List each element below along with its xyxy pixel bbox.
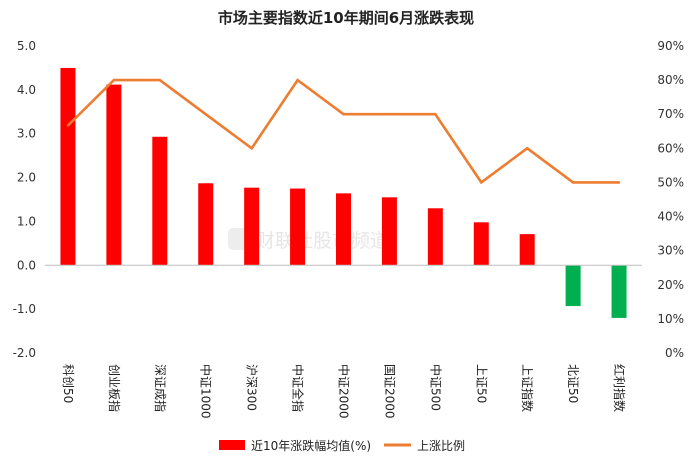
- right-tick-label: 0%: [665, 346, 684, 360]
- right-tick-label: 10%: [657, 312, 684, 326]
- line-series-path: [67, 78, 619, 185]
- category-label: 中证1000: [199, 364, 214, 419]
- left-axis: 5.0 4.0 3.0 2.0 1.0 0.0 -1.0 -2.0: [13, 39, 36, 360]
- left-tick-label: -2.0: [13, 346, 36, 360]
- bar: [427, 208, 443, 266]
- bar: [473, 222, 489, 266]
- category-label: 上证50: [474, 364, 488, 403]
- left-tick-label: -1.0: [13, 302, 36, 316]
- left-tick-label: 1.0: [17, 214, 36, 228]
- right-tick-label: 60%: [657, 141, 684, 155]
- legend-label-bar: 近10年涨跌幅均值(%): [251, 438, 371, 453]
- right-axis: 90% 80% 70% 60% 50% 40% 30% 20% 10% 0%: [657, 39, 684, 360]
- line-point: [571, 181, 575, 184]
- right-tick-label: 50%: [657, 175, 684, 189]
- left-tick-label: 4.0: [17, 83, 36, 97]
- line-point: [158, 78, 162, 82]
- bar: [336, 193, 351, 266]
- line-point: [388, 113, 391, 116]
- bar: [381, 197, 397, 266]
- right-tick-label: 70%: [657, 107, 684, 121]
- category-label: 北证50: [566, 364, 580, 403]
- left-tick-label: 5.0: [17, 39, 36, 53]
- right-tick-label: 90%: [657, 39, 684, 53]
- category-label: 深证成指: [153, 364, 168, 412]
- legend: 近10年涨跌幅均值(%) 上涨比例: [219, 438, 465, 453]
- bar-series: [60, 67, 627, 318]
- category-label: 中证全指: [291, 364, 306, 412]
- line-point: [66, 124, 70, 127]
- line-point: [250, 147, 253, 150]
- bar: [519, 234, 535, 266]
- line-series: [66, 78, 621, 185]
- category-label: 创业板指: [107, 364, 122, 412]
- category-axis: 科创50 创业板指 深证成指 中证1000 沪深300 中证全指 中证2000 国证2000 中…: [61, 364, 627, 419]
- bar: [611, 265, 627, 318]
- bar: [290, 188, 306, 266]
- category-label: 中证2000: [337, 364, 352, 419]
- bar: [106, 84, 122, 266]
- line-point: [434, 113, 437, 116]
- right-tick-label: 80%: [657, 73, 684, 87]
- left-tick-label: 3.0: [17, 127, 36, 141]
- right-tick-label: 20%: [657, 278, 684, 292]
- line-point: [296, 78, 299, 82]
- line-point: [204, 113, 207, 116]
- bar: [244, 187, 260, 266]
- line-point: [112, 78, 116, 82]
- chart-title: 市场主要指数近10年期间6月涨跌表现: [218, 9, 474, 27]
- line-point: [617, 181, 621, 184]
- line-point: [480, 181, 483, 184]
- line-point: [525, 147, 529, 150]
- legend-swatch-bar: [219, 440, 245, 450]
- left-tick-label: 2.0: [17, 171, 36, 185]
- category-label: 红利指数: [612, 364, 627, 412]
- bar: [198, 183, 214, 266]
- watermark-text: 财联社股市频道: [256, 230, 389, 252]
- left-tick-label: 0.0: [17, 258, 36, 272]
- category-label: 科创50: [61, 364, 75, 403]
- right-tick-label: 30%: [657, 244, 684, 258]
- category-label: 上证指数: [520, 364, 535, 412]
- category-label: 中证500: [428, 364, 443, 411]
- category-label: 沪深300: [245, 364, 259, 411]
- legend-label-line: 上涨比例: [417, 438, 465, 453]
- bar: [60, 67, 76, 266]
- line-point: [342, 113, 345, 116]
- bar: [565, 265, 581, 307]
- category-label: 国证2000: [382, 364, 396, 419]
- right-tick-label: 40%: [657, 210, 684, 224]
- bar: [152, 136, 168, 266]
